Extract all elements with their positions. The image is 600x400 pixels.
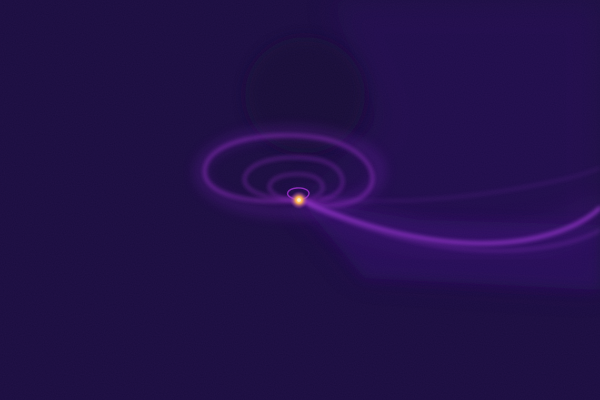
fractal-flame-image bbox=[0, 0, 600, 400]
grain-overlay bbox=[0, 0, 600, 400]
